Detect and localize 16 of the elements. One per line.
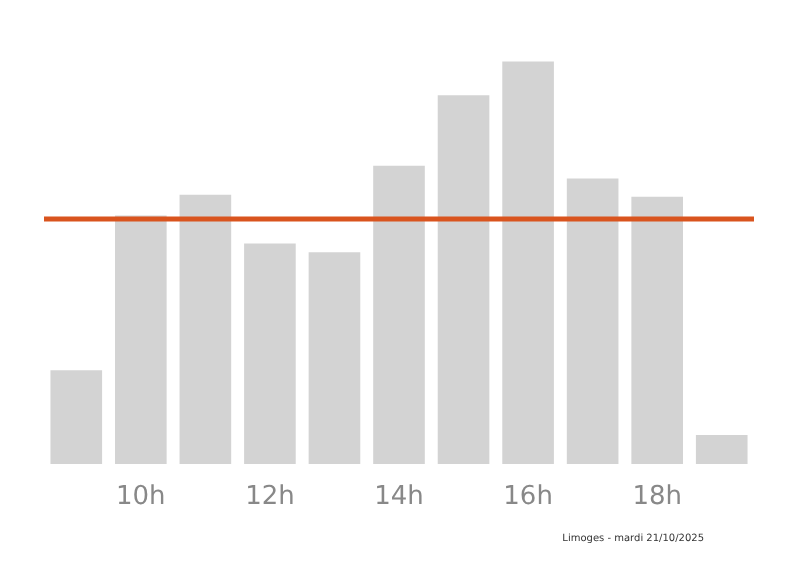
bar — [179, 194, 232, 464]
bar — [115, 215, 167, 464]
bar — [308, 252, 361, 464]
bar — [502, 61, 554, 464]
x-tick-label: 10h — [116, 482, 166, 512]
bar — [244, 243, 296, 464]
x-tick-label: 14h — [374, 482, 424, 512]
bar — [566, 178, 619, 464]
x-tick-label: 12h — [245, 482, 295, 512]
bar — [437, 95, 490, 464]
bar — [695, 435, 748, 464]
bar — [50, 370, 103, 464]
x-tick-label: 16h — [503, 482, 553, 512]
bar — [631, 196, 683, 464]
bar — [373, 165, 425, 464]
x-tick-label: 18h — [632, 482, 682, 512]
